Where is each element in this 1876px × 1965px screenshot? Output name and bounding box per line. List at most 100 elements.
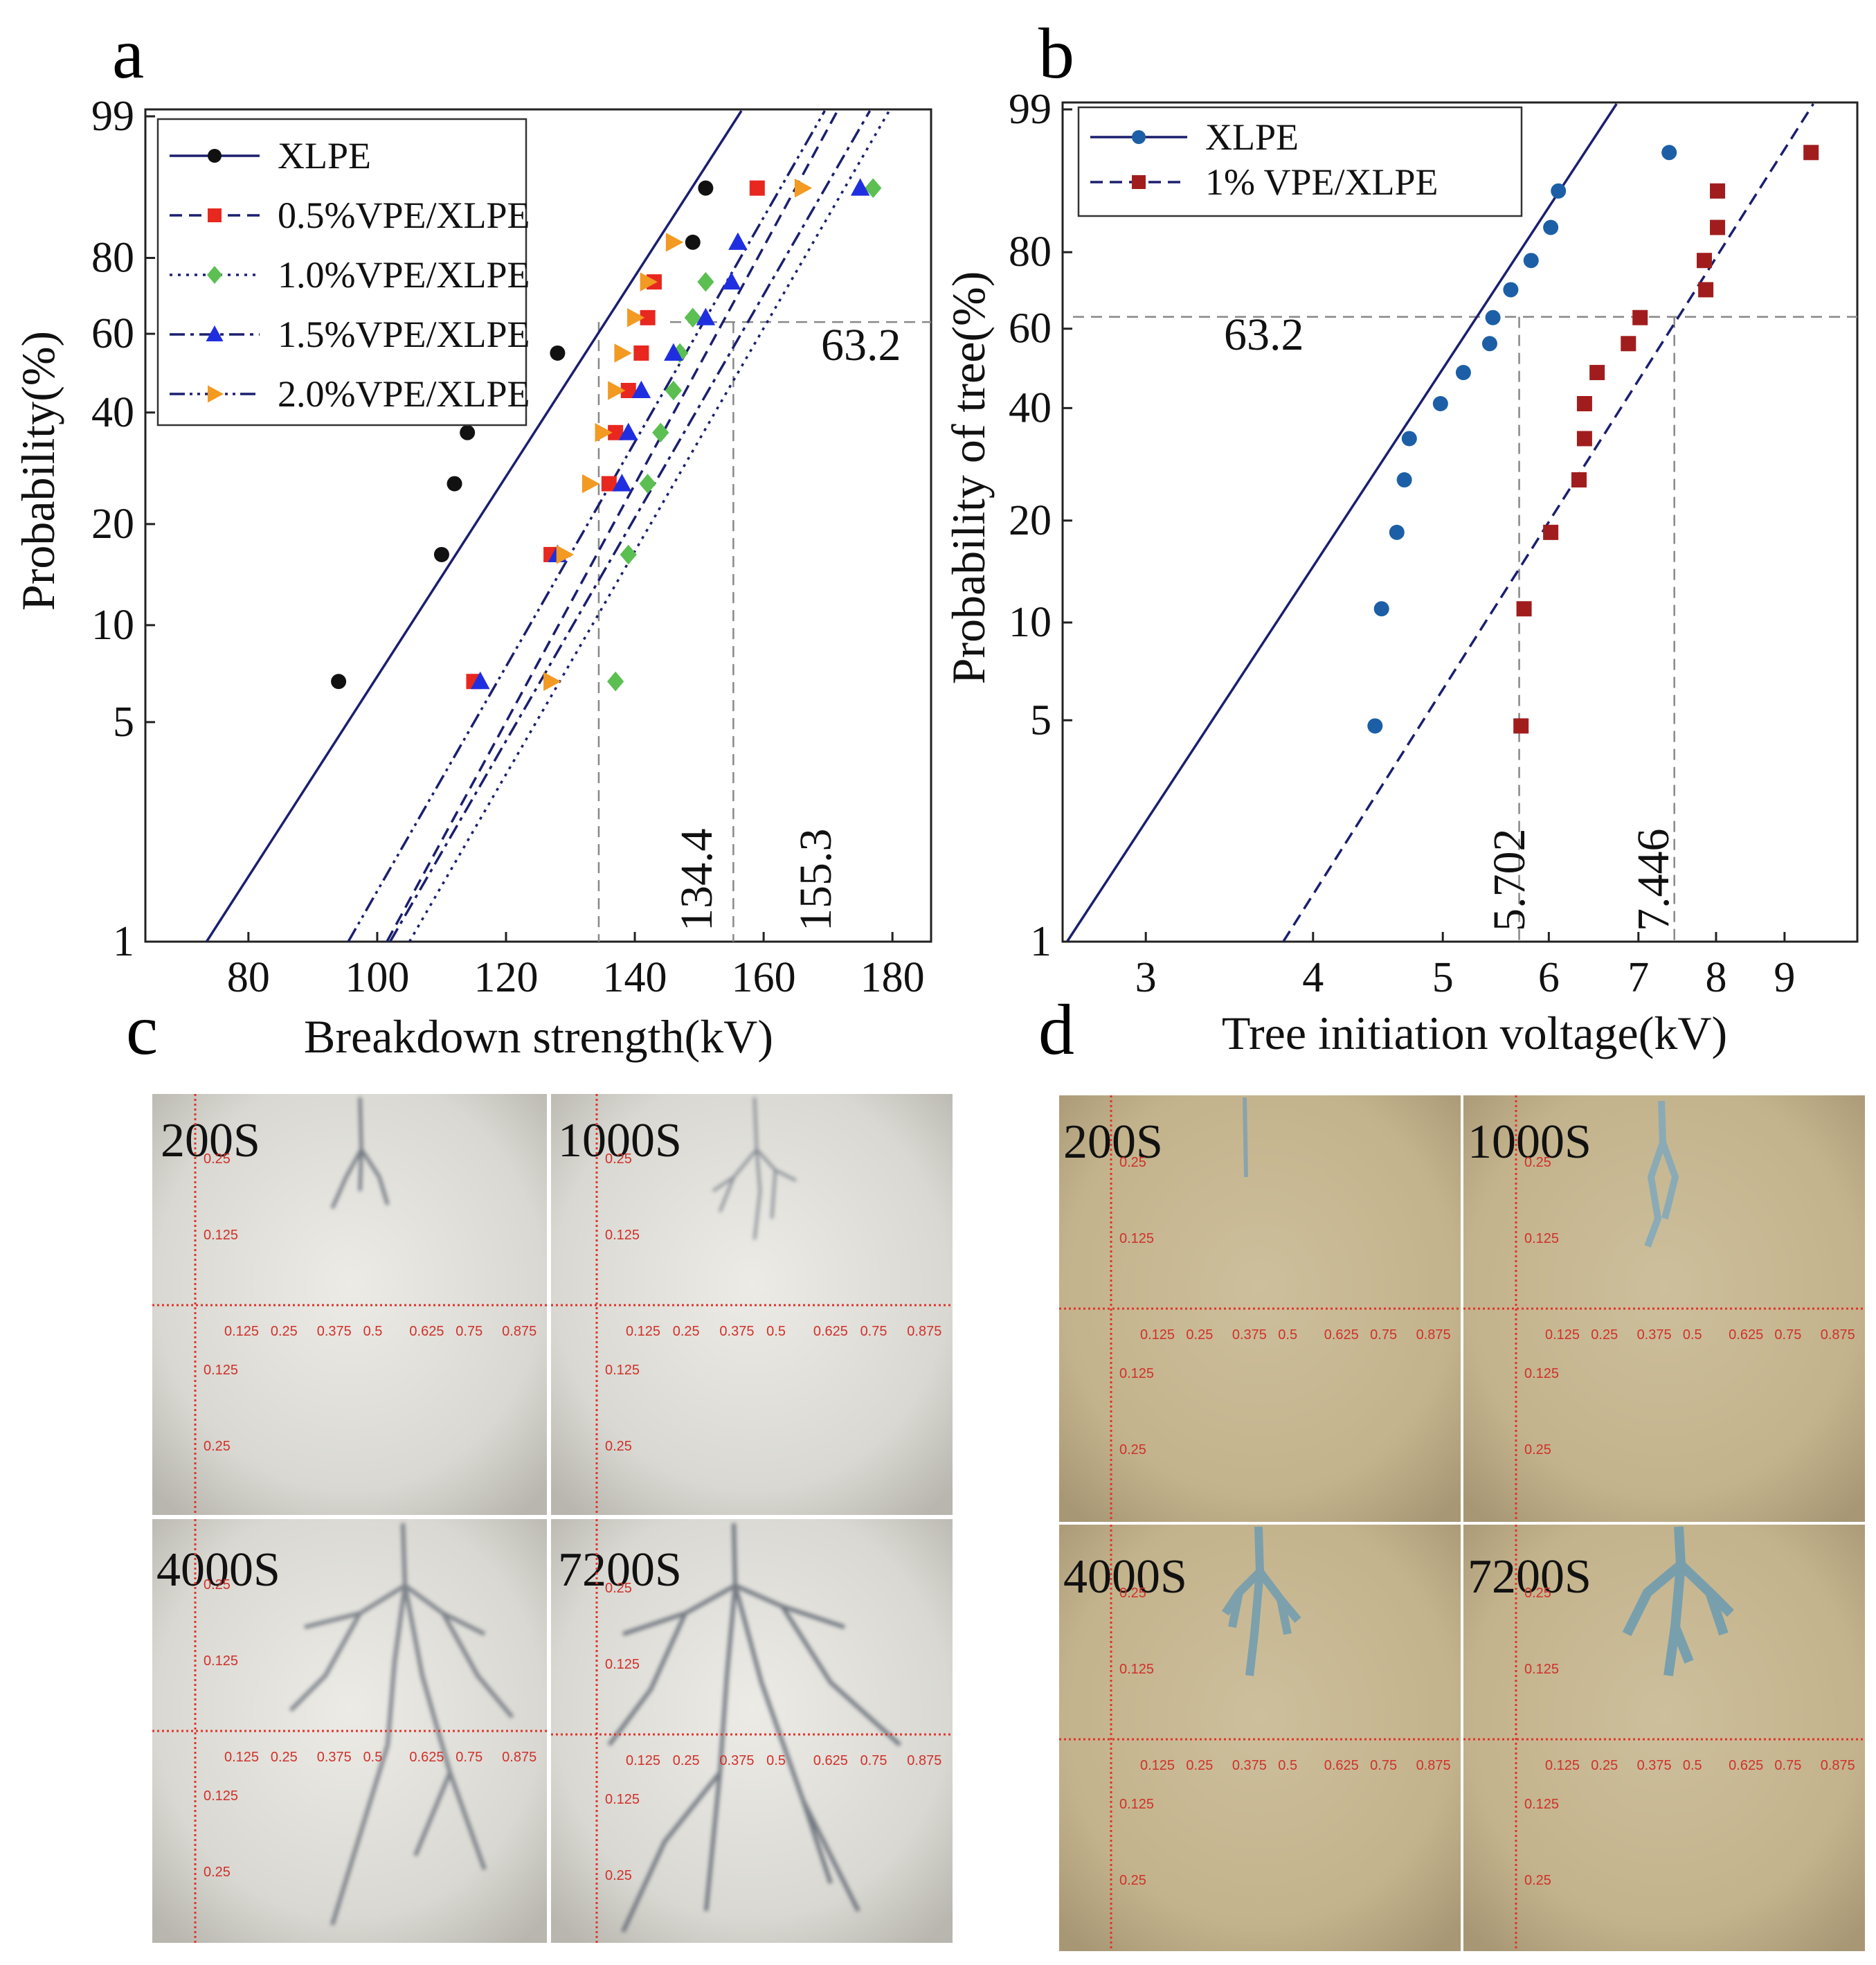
scale-y-label: 0.125 bbox=[204, 1363, 238, 1378]
data-point-series-4 bbox=[614, 343, 632, 363]
scale-x-label: 0.875 bbox=[1416, 1758, 1451, 1773]
data-point-series-0 bbox=[433, 546, 449, 562]
scale-x-label: 0.125 bbox=[224, 1750, 259, 1765]
scale-x-label: 0.5 bbox=[363, 1324, 383, 1339]
scale-y-label: 0.125 bbox=[204, 1653, 238, 1669]
scale-x-label: 0.125 bbox=[1545, 1758, 1580, 1773]
legend-label-0: XLPE bbox=[1205, 116, 1299, 158]
scale-x-label: 0.5 bbox=[363, 1750, 383, 1765]
scale-y-label: 0.25 bbox=[204, 1577, 231, 1592]
scale-y-label: 0.25 bbox=[1524, 1155, 1551, 1170]
x-tick-label: 80 bbox=[227, 954, 270, 1001]
data-point-series-1 bbox=[1576, 396, 1592, 412]
scale-x-label: 0.375 bbox=[1637, 1758, 1672, 1773]
data-point-series-3 bbox=[721, 271, 741, 290]
data-point-series-1 bbox=[1543, 524, 1559, 540]
data-point-series-3 bbox=[664, 343, 683, 361]
y-tick-label: 1 bbox=[113, 918, 134, 965]
data-point-series-4 bbox=[794, 178, 813, 198]
chart-a-scale-label-1: 134.4 bbox=[671, 829, 722, 932]
fit-line-1 bbox=[1282, 103, 1814, 942]
data-point-series-1 bbox=[1589, 365, 1605, 381]
scale-y-label: 0.25 bbox=[1524, 1873, 1551, 1888]
scale-x-label: 0.875 bbox=[1821, 1758, 1855, 1773]
x-tick-label: 120 bbox=[473, 954, 538, 1001]
data-point-series-2 bbox=[639, 474, 656, 494]
panel-letter-c: c bbox=[126, 990, 158, 1070]
data-point-series-2 bbox=[607, 671, 624, 692]
data-point-series-0 bbox=[698, 180, 714, 196]
data-point-series-2 bbox=[652, 422, 669, 443]
data-point-series-0 bbox=[1389, 524, 1405, 540]
y-tick-label: 40 bbox=[1009, 384, 1052, 431]
data-point-series-3 bbox=[612, 474, 632, 492]
panel-letter-b: b bbox=[1038, 14, 1074, 93]
scale-y-label: 0.125 bbox=[1524, 1231, 1559, 1246]
data-point-series-1 bbox=[608, 424, 624, 440]
micrograph-c-7200s: 7200S bbox=[551, 1519, 953, 1943]
data-point-series-1 bbox=[1576, 431, 1592, 447]
y-tick-label: 10 bbox=[91, 602, 134, 649]
data-point-series-4 bbox=[543, 672, 561, 691]
scale-x-label: 0.75 bbox=[860, 1324, 887, 1339]
scale-y-label: 0.25 bbox=[204, 1439, 231, 1454]
data-point-series-0 bbox=[1661, 145, 1677, 161]
panel-letter-d: d bbox=[1038, 990, 1074, 1070]
scale-x-label: 0.125 bbox=[626, 1324, 660, 1339]
panel-letter-a: a bbox=[112, 14, 144, 93]
scale-y-label: 0.25 bbox=[204, 1865, 231, 1880]
y-tick-label: 5 bbox=[113, 699, 134, 746]
micrograph-c-200s: 200S bbox=[152, 1094, 547, 1515]
data-point-series-0 bbox=[1373, 601, 1389, 617]
y-tick-label: 40 bbox=[91, 389, 134, 436]
scale-y-label: 0.125 bbox=[605, 1792, 640, 1807]
chart-b-reference-lines bbox=[1073, 316, 1857, 942]
scale-y-label: 0.25 bbox=[1119, 1586, 1146, 1601]
scale-x-label: 0.5 bbox=[1278, 1327, 1297, 1343]
chart-a-x-axis-title: Breakdown strength(kV) bbox=[304, 1010, 773, 1063]
scale-x-label: 0.25 bbox=[1186, 1758, 1213, 1773]
legend-label-2: 1.0%VPE/XLPE bbox=[278, 254, 530, 296]
data-point-series-4 bbox=[608, 381, 626, 400]
x-tick-label: 160 bbox=[732, 954, 796, 1001]
scale-x-label: 0.625 bbox=[1324, 1758, 1359, 1773]
scale-x-label: 0.5 bbox=[766, 1324, 786, 1339]
micrograph-c-scales: 0.125 0.25 0.375 0.5 0.625 0.75 0.875 0.25 0.125… bbox=[152, 1094, 953, 1943]
scale-x-label: 0.75 bbox=[456, 1324, 482, 1339]
data-point-series-3 bbox=[850, 178, 870, 196]
scale-y-label: 0.25 bbox=[1524, 1442, 1551, 1457]
scale-y-label: 0.25 bbox=[1119, 1873, 1146, 1888]
y-tick-label: 60 bbox=[1009, 305, 1052, 352]
legend-label-3: 1.5%VPE/XLPE bbox=[278, 314, 530, 355]
scale-y-label: 0.25 bbox=[605, 1581, 632, 1596]
micrograph-d-label-3: 4000S bbox=[1063, 1550, 1187, 1604]
scale-x-label: 0.25 bbox=[673, 1324, 700, 1339]
scale-x-label: 0.875 bbox=[502, 1750, 536, 1765]
data-point-series-0 bbox=[1481, 336, 1497, 352]
y-tick-label: 20 bbox=[91, 501, 134, 548]
scale-x-label: 0.875 bbox=[1416, 1327, 1451, 1343]
scale-x-label: 0.625 bbox=[1729, 1758, 1763, 1773]
data-point-series-4 bbox=[627, 308, 645, 328]
data-point-series-2 bbox=[684, 307, 701, 328]
x-tick-label: 8 bbox=[1705, 954, 1726, 1001]
chart-b-scale-label-1: 5.702 bbox=[1484, 829, 1535, 932]
micrograph-d-7200s: 7200S bbox=[1463, 1525, 1865, 1951]
chart-b-legend-box bbox=[1077, 106, 1523, 217]
legend-label-1: 1% VPE/XLPE bbox=[1205, 161, 1438, 203]
micrograph-panel-c: 200S 1000S 4000S 7200S 0.125 0.25 0.375 0.5… bbox=[152, 1094, 953, 1943]
y-tick-label: 80 bbox=[1009, 228, 1052, 276]
micrograph-panel-d: 200S 1000S 4000S 7200S 0.125 0.25 0.375 0.5… bbox=[1059, 1095, 1865, 1951]
x-tick-label: 140 bbox=[603, 954, 667, 1001]
data-point-series-4 bbox=[640, 272, 658, 291]
legend-marker-1 bbox=[208, 208, 222, 222]
chart-a-x-ticks: 80 100 120 140 160 180 bbox=[227, 932, 925, 1001]
scale-y-label: 0.25 bbox=[1524, 1586, 1551, 1601]
data-point-series-0 bbox=[1551, 183, 1567, 199]
data-point-series-4 bbox=[581, 474, 600, 494]
legend-marker-2 bbox=[207, 266, 222, 284]
legend-label-1: 0.5%VPE/XLPE bbox=[278, 195, 530, 236]
data-point-series-1 bbox=[1710, 183, 1726, 199]
